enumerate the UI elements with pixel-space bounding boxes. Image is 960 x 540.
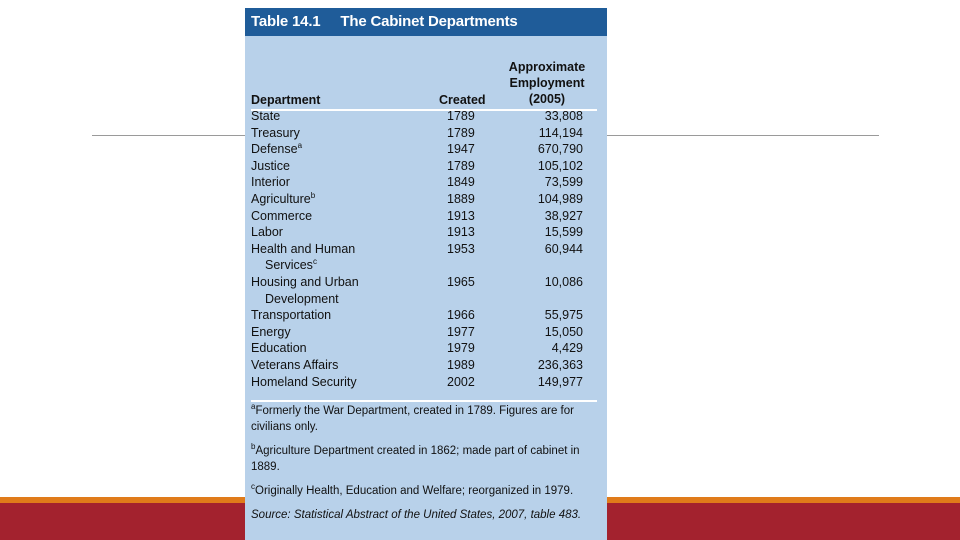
table-row: Interior 1849 73,599 bbox=[251, 174, 597, 191]
cell-employment: 236,363 bbox=[537, 357, 583, 372]
cell-created: 1966 bbox=[447, 308, 475, 323]
table-row: Labor 1913 15,599 bbox=[251, 224, 597, 241]
cell-employment: 33,808 bbox=[544, 109, 583, 123]
table-number: Table 14.1 bbox=[251, 13, 321, 30]
cell-department: Labor bbox=[251, 225, 283, 240]
cell-employment: 60,944 bbox=[544, 241, 583, 256]
cell-employment: 149,977 bbox=[537, 374, 583, 389]
cell-employment: 10,086 bbox=[544, 274, 583, 289]
header-rule bbox=[251, 109, 597, 111]
cell-employment: 73,599 bbox=[544, 175, 583, 190]
footnote-c: cOriginally Health, Education and Welfar… bbox=[251, 482, 574, 497]
cell-created: 1979 bbox=[447, 341, 475, 356]
table-card: Table 14.1 The Cabinet Departments Depar… bbox=[245, 8, 607, 540]
cell-employment: 105,102 bbox=[537, 158, 583, 173]
cell-created: 1789 bbox=[447, 109, 475, 123]
cell-employment: 4,429 bbox=[551, 341, 583, 356]
cell-department: Transportation bbox=[251, 308, 332, 323]
cell-created: 1989 bbox=[447, 357, 475, 372]
cell-created: 1953 bbox=[447, 241, 475, 256]
cell-created: 1789 bbox=[447, 125, 475, 140]
cell-created: 1977 bbox=[447, 324, 475, 339]
cell-employment: 15,050 bbox=[544, 324, 583, 339]
cell-created: 1849 bbox=[447, 175, 475, 190]
table-row: Education 1979 4,429 bbox=[251, 340, 597, 357]
cell-department: Agricultureb bbox=[251, 190, 316, 206]
cell-created: 1947 bbox=[447, 142, 475, 157]
cell-department: State bbox=[251, 109, 281, 123]
cell-department: Energy bbox=[251, 324, 291, 339]
cell-employment: 670,790 bbox=[537, 142, 583, 157]
table-row: Agricultureb 1889 104,989 bbox=[251, 191, 597, 208]
cell-created: 2002 bbox=[447, 374, 475, 389]
cell-employment: 38,927 bbox=[544, 208, 583, 223]
table-row: Energy 1977 15,050 bbox=[251, 324, 597, 341]
table-row: Veterans Affairs 1989 236,363 bbox=[251, 357, 597, 374]
cell-employment: 55,975 bbox=[544, 308, 583, 323]
cell-department: Health and Human Servicesc bbox=[251, 241, 356, 273]
cell-department: Justice bbox=[251, 158, 290, 173]
cell-employment: 114,194 bbox=[538, 125, 583, 140]
table-row: Justice 1789 105,102 bbox=[251, 158, 597, 175]
column-header-department: Department bbox=[251, 93, 321, 107]
cell-department: Treasury bbox=[251, 125, 300, 140]
table-source: Source: Statistical Abstract of the Unit… bbox=[251, 509, 582, 521]
cell-department: Veterans Affairs bbox=[251, 357, 339, 372]
cell-employment: 15,599 bbox=[544, 225, 583, 240]
table-title: The Cabinet Departments bbox=[340, 13, 518, 30]
table-row: Transportation 1966 55,975 bbox=[251, 307, 597, 324]
cell-department: Housing and Urban Development bbox=[251, 274, 359, 306]
cell-department: Defensea bbox=[251, 141, 303, 157]
column-header-employment: Approximate Employment (2005) bbox=[508, 60, 586, 106]
table-notes: aFormerly the War Department, created in… bbox=[251, 403, 597, 523]
table-row: Treasury 1789 114,194 bbox=[251, 125, 597, 142]
footnote-b: bAgriculture Department created in 1862;… bbox=[251, 442, 580, 473]
cell-created: 1789 bbox=[447, 158, 475, 173]
slide-divider-left bbox=[92, 135, 245, 136]
footnote-a: aFormerly the War Department, created in… bbox=[251, 402, 574, 433]
footer-rule bbox=[251, 400, 597, 402]
table-header: Table 14.1 The Cabinet Departments bbox=[245, 8, 607, 36]
cell-created: 1965 bbox=[447, 274, 475, 289]
cell-department: Commerce bbox=[251, 208, 313, 223]
cell-department: Interior bbox=[251, 175, 290, 190]
table-row: Housing and Urban Development 1965 10,086 bbox=[251, 274, 597, 307]
table-row: Commerce 1913 38,927 bbox=[251, 208, 597, 225]
cell-department: Homeland Security bbox=[251, 374, 357, 389]
table-row: Health and Human Servicesc 1953 60,944 bbox=[251, 241, 597, 274]
table-row: State 1789 33,808 bbox=[251, 108, 597, 125]
cell-created: 1913 bbox=[447, 225, 475, 240]
cell-created: 1913 bbox=[447, 208, 475, 223]
cell-created: 1889 bbox=[447, 191, 475, 206]
cell-employment: 104,989 bbox=[537, 191, 583, 206]
table-body: State 1789 33,808 Treasury 1789 114,194 Defens… bbox=[251, 108, 597, 390]
column-headers: Department Created Approximate Employmen… bbox=[251, 52, 597, 107]
table-row: Defensea 1947 670,790 bbox=[251, 141, 597, 158]
table-row: Homeland Security 2002 149,977 bbox=[251, 374, 597, 391]
slide-divider-right bbox=[607, 135, 879, 136]
cell-department: Education bbox=[251, 341, 307, 356]
column-header-created: Created bbox=[439, 93, 486, 107]
